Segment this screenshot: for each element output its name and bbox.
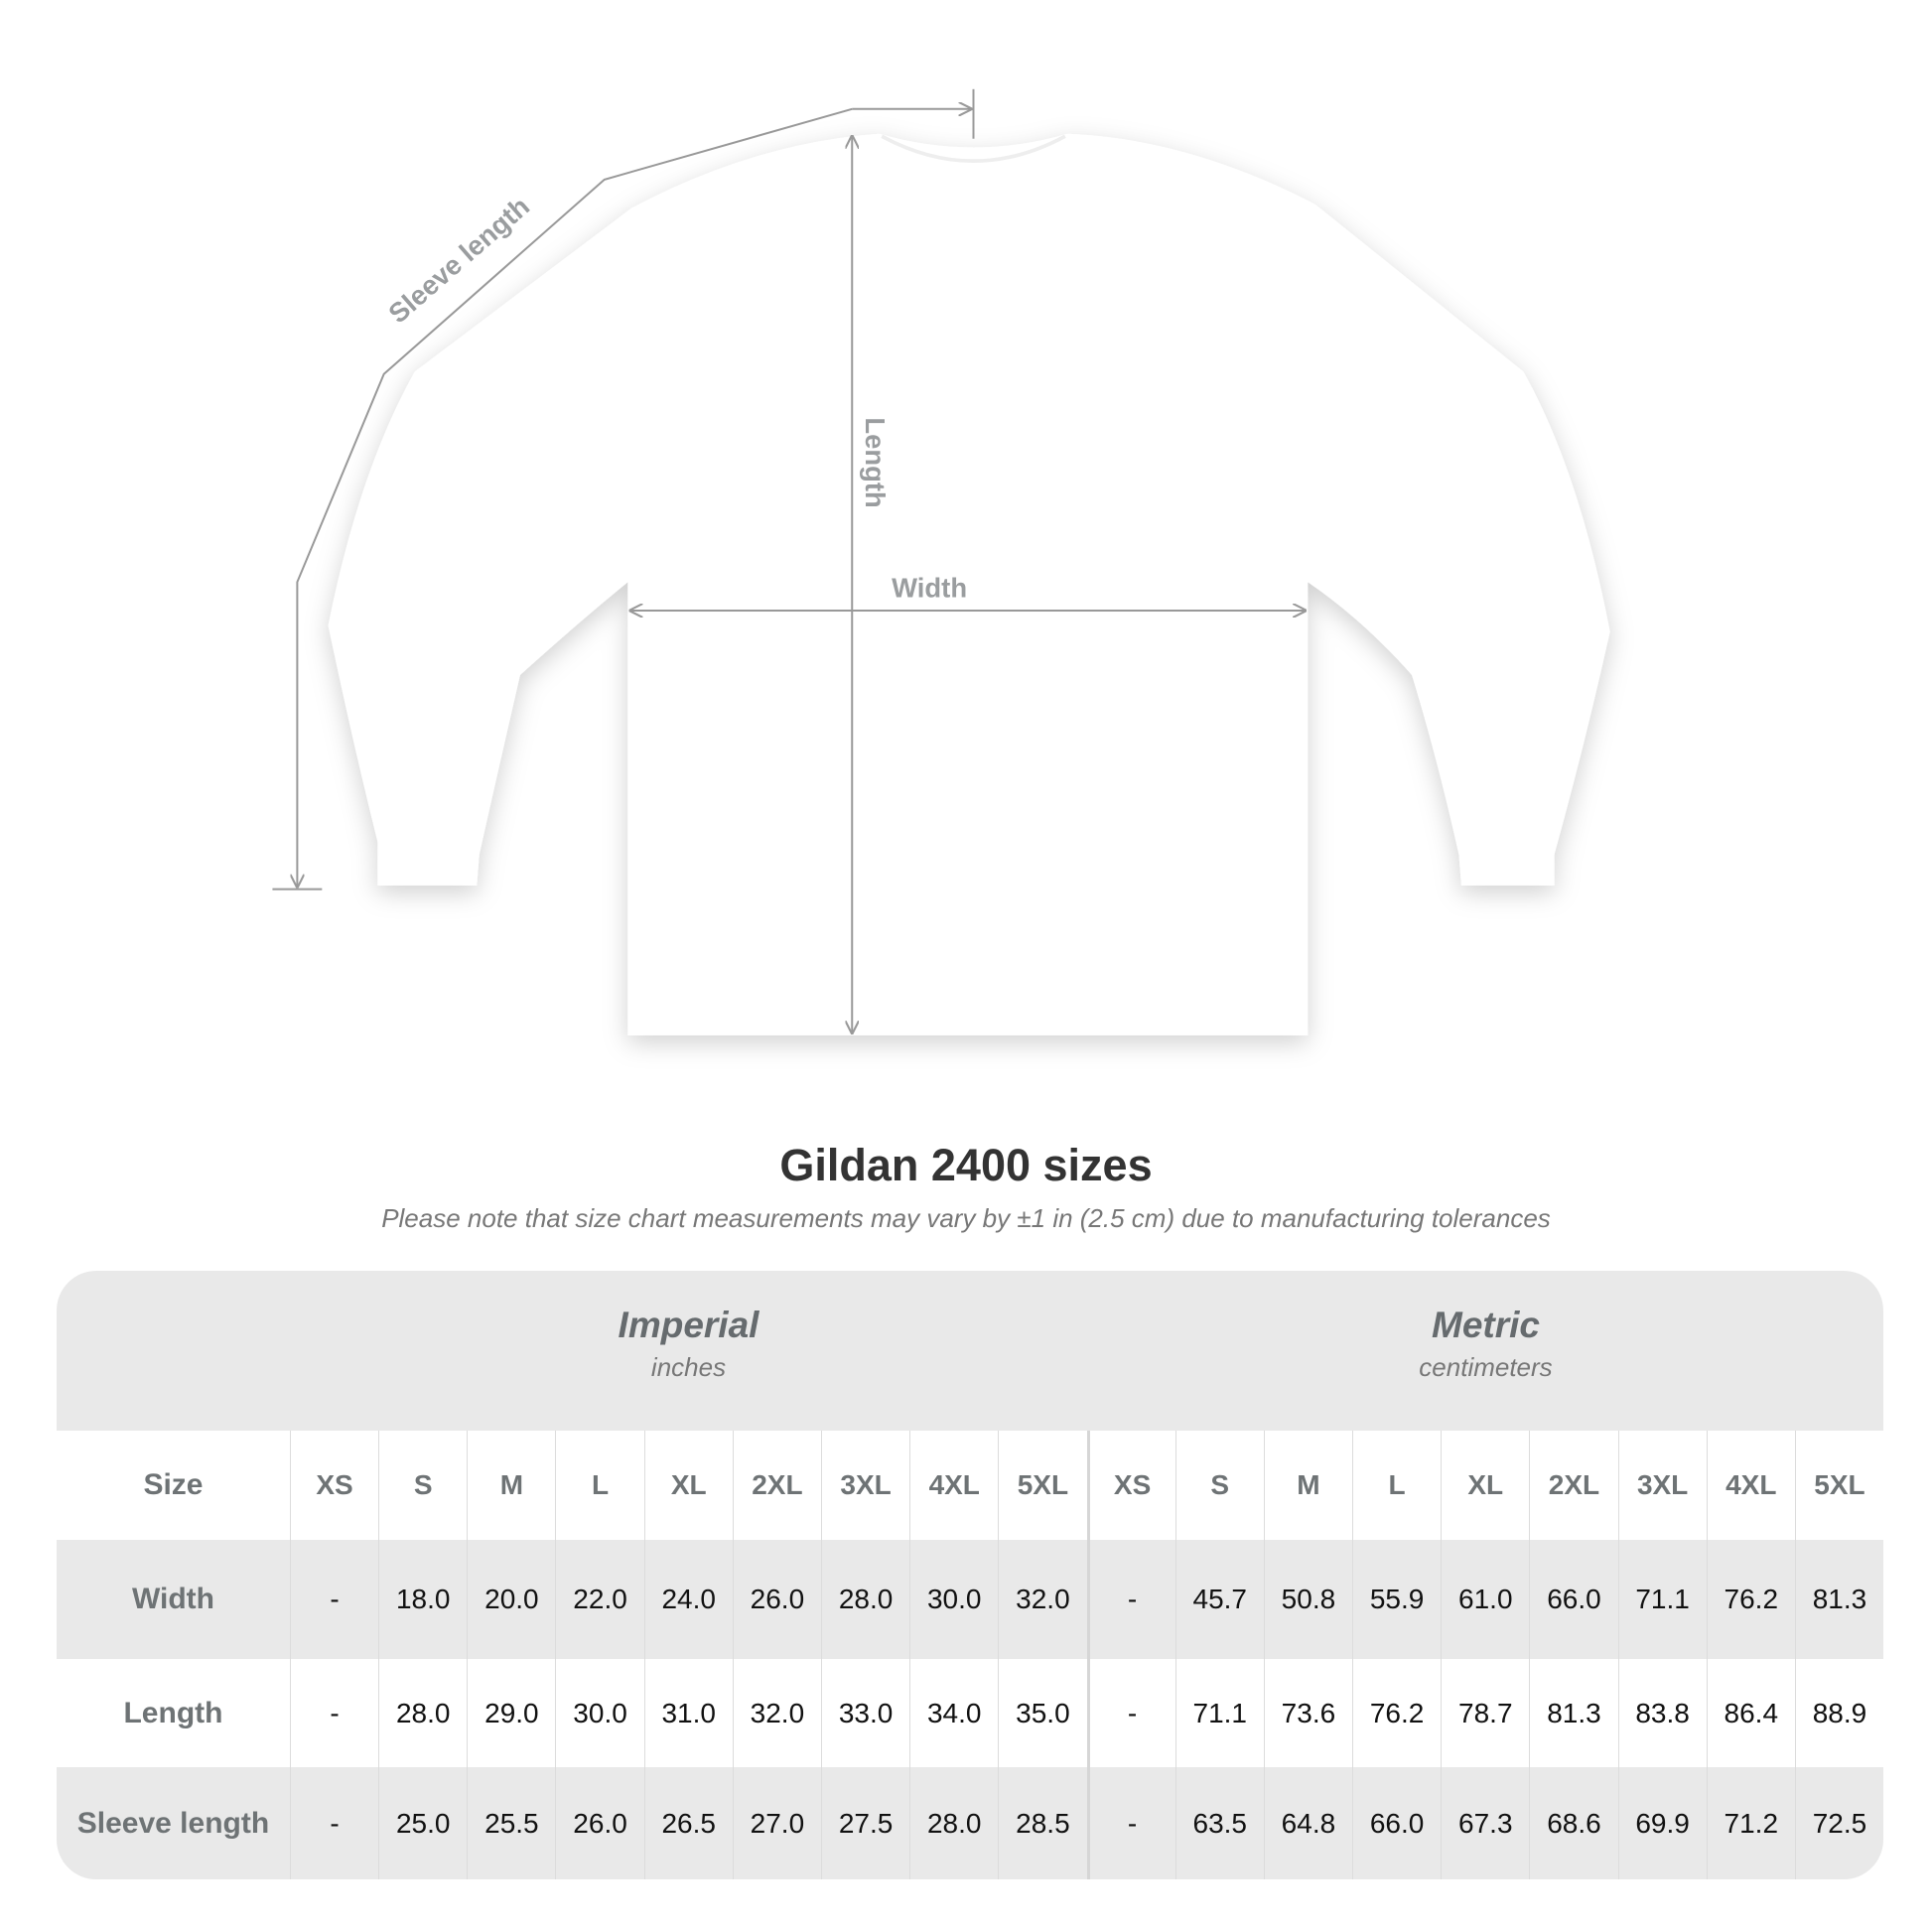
size-metric-3xl: 3XL <box>1617 1431 1707 1540</box>
width-label: Width <box>892 572 967 603</box>
imperial-value: 25.0 <box>378 1767 467 1879</box>
metric-value: 73.6 <box>1263 1659 1352 1767</box>
imperial-value: 27.5 <box>820 1767 909 1879</box>
size-header: Size <box>143 1468 204 1501</box>
metric-value: - <box>1086 1540 1175 1659</box>
imperial-value: - <box>289 1540 378 1659</box>
metric-value: 67.3 <box>1441 1767 1529 1879</box>
imperial-unit: inches <box>650 1352 727 1382</box>
metric-value: 64.8 <box>1263 1767 1352 1879</box>
size-metric-s: S <box>1174 1431 1264 1540</box>
metric-value: 78.7 <box>1441 1659 1529 1767</box>
imperial-value: 32.0 <box>998 1540 1086 1659</box>
size-row: Size XS S M L XL 2XL 3XL 4XL 5XL XS S M L XL 2XL 3XL 4XL 5… <box>57 1431 1883 1540</box>
imperial-value: 20.0 <box>467 1540 555 1659</box>
size-imperial-3xl: 3XL <box>820 1431 909 1540</box>
size-metric-4xl: 4XL <box>1706 1431 1795 1540</box>
metric-value: - <box>1086 1767 1175 1879</box>
imperial-value: 31.0 <box>643 1659 733 1767</box>
imperial-header: Imperial inches <box>290 1271 1087 1431</box>
imperial-value: 27.0 <box>732 1767 821 1879</box>
size-imperial-l: L <box>555 1431 643 1540</box>
metric-value: 83.8 <box>1617 1659 1707 1767</box>
metric-value: 86.4 <box>1706 1659 1795 1767</box>
long-sleeve-shirt <box>328 133 1610 1035</box>
size-imperial-s: S <box>378 1431 467 1540</box>
size-metric-5xl: 5XL <box>1794 1431 1883 1540</box>
metric-title: Metric <box>1432 1305 1540 1345</box>
metric-header: Metric centimeters <box>1087 1271 1883 1431</box>
table-row: Sleeve length -25.0 25.5 26.0 26.5 27.0 27.5 28… <box>57 1767 1883 1879</box>
metric-value: 81.3 <box>1529 1659 1617 1767</box>
metric-value: 69.9 <box>1617 1767 1707 1879</box>
imperial-value: 33.0 <box>820 1659 909 1767</box>
tolerance-note: Please note that size chart measurements… <box>381 1203 1551 1233</box>
metric-value: 76.2 <box>1706 1540 1795 1659</box>
row-label: Length <box>123 1696 223 1729</box>
imperial-value: 32.0 <box>732 1659 821 1767</box>
imperial-value: 28.5 <box>998 1767 1086 1879</box>
metric-value: 63.5 <box>1174 1767 1264 1879</box>
row-label: Width <box>131 1583 214 1615</box>
metric-value: 81.3 <box>1794 1540 1883 1659</box>
size-metric-l: L <box>1352 1431 1441 1540</box>
imperial-value: 26.0 <box>555 1767 643 1879</box>
imperial-value: 28.0 <box>909 1767 998 1879</box>
metric-value: 71.1 <box>1174 1659 1264 1767</box>
size-metric-xl: XL <box>1441 1431 1529 1540</box>
imperial-value: 30.0 <box>909 1540 998 1659</box>
size-imperial-xl: XL <box>643 1431 733 1540</box>
imperial-value: 18.0 <box>378 1540 467 1659</box>
metric-value: 71.2 <box>1706 1767 1795 1879</box>
imperial-value: 35.0 <box>998 1659 1086 1767</box>
metric-value: 45.7 <box>1174 1540 1264 1659</box>
size-imperial-m: M <box>467 1431 555 1540</box>
size-metric-2xl: 2XL <box>1529 1431 1617 1540</box>
metric-value: 68.6 <box>1529 1767 1617 1879</box>
imperial-value: - <box>289 1767 378 1879</box>
imperial-value: 28.0 <box>820 1540 909 1659</box>
imperial-title: Imperial <box>618 1305 759 1345</box>
metric-value: 88.9 <box>1794 1659 1883 1767</box>
metric-value: 66.0 <box>1529 1540 1617 1659</box>
size-table: Imperial inches Metric centimeters Size X… <box>57 1271 1883 1879</box>
metric-value: 76.2 <box>1352 1659 1441 1767</box>
imperial-value: 28.0 <box>378 1659 467 1767</box>
table-row: Length -28.0 29.0 30.0 31.0 32.0 33.0 34.0 35.0-… <box>57 1659 1883 1767</box>
row-label: Sleeve length <box>76 1806 270 1840</box>
metric-value: 72.5 <box>1794 1767 1883 1879</box>
metric-value: 50.8 <box>1263 1540 1352 1659</box>
sleeve-length-measure <box>272 88 975 891</box>
size-imperial-2xl: 2XL <box>732 1431 821 1540</box>
size-metric-xs: XS <box>1086 1431 1175 1540</box>
metric-value: 55.9 <box>1352 1540 1441 1659</box>
metric-value: 66.0 <box>1352 1767 1441 1879</box>
imperial-value: 26.0 <box>732 1540 821 1659</box>
metric-unit: centimeters <box>1419 1352 1553 1382</box>
metric-value: - <box>1086 1659 1175 1767</box>
size-metric-m: M <box>1263 1431 1352 1540</box>
imperial-value: 22.0 <box>555 1540 643 1659</box>
imperial-value: 26.5 <box>643 1767 733 1879</box>
imperial-value: 30.0 <box>555 1659 643 1767</box>
imperial-value: 25.5 <box>467 1767 555 1879</box>
imperial-value: 34.0 <box>909 1659 998 1767</box>
size-imperial-xs: XS <box>289 1431 378 1540</box>
table-row: Width -18.0 20.0 22.0 24.0 26.0 28.0 30.0 32.0-4… <box>57 1540 1883 1659</box>
page-title: Gildan 2400 sizes <box>779 1140 1153 1190</box>
metric-value: 61.0 <box>1441 1540 1529 1659</box>
size-imperial-5xl: 5XL <box>998 1431 1086 1540</box>
length-label: Length <box>860 417 891 507</box>
imperial-value: - <box>289 1659 378 1767</box>
size-imperial-4xl: 4XL <box>909 1431 998 1540</box>
metric-value: 71.1 <box>1617 1540 1707 1659</box>
imperial-value: 29.0 <box>467 1659 555 1767</box>
imperial-value: 24.0 <box>643 1540 733 1659</box>
